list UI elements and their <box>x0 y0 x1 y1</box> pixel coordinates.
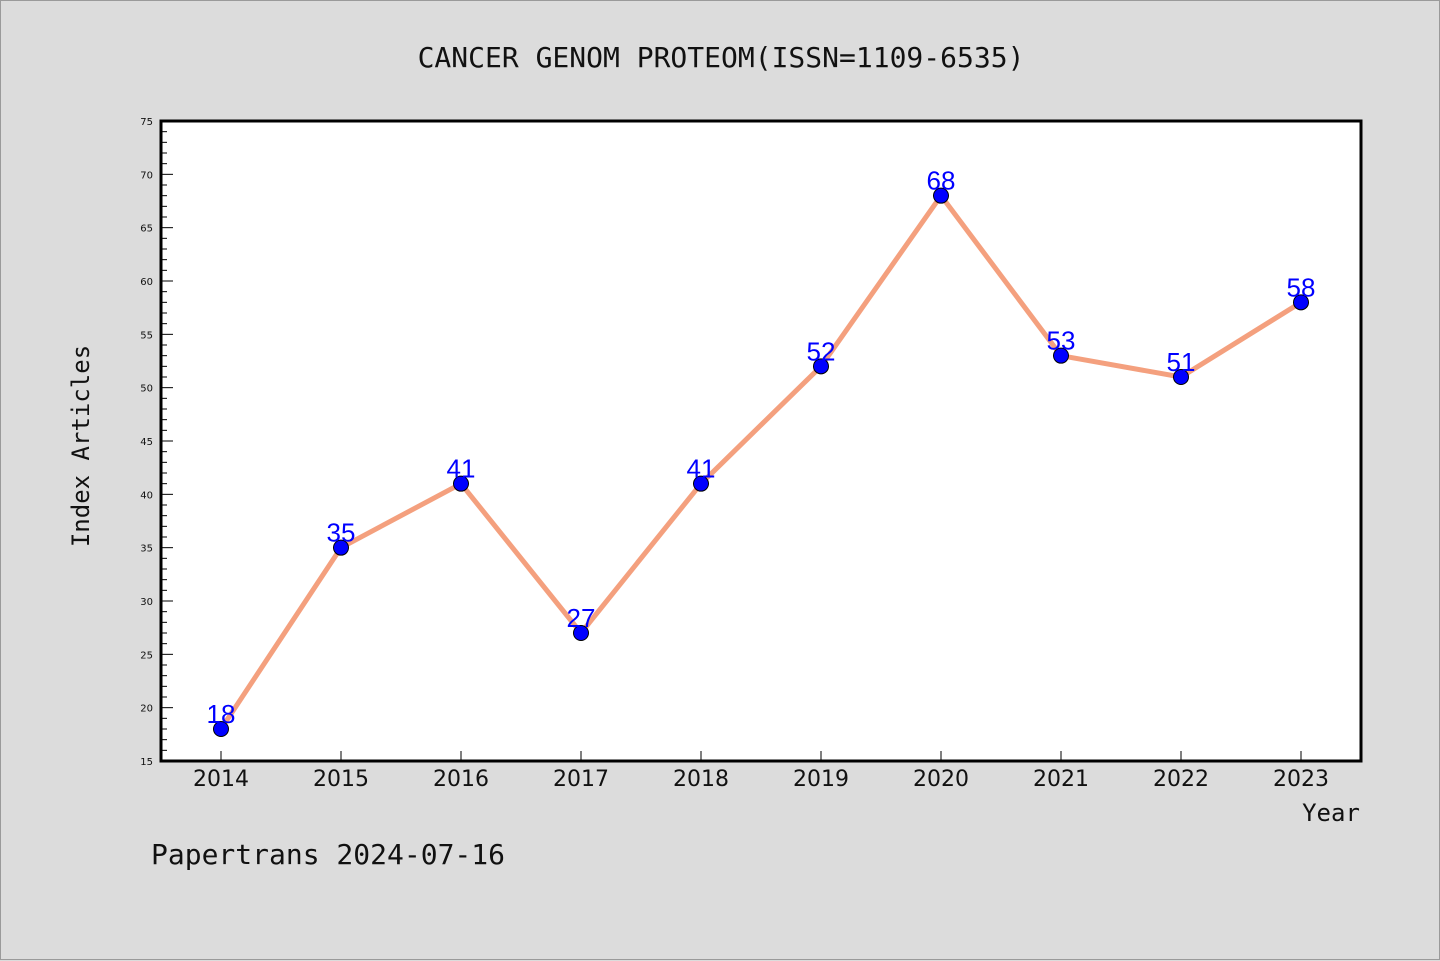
y-tick-label: 55 <box>140 330 153 341</box>
data-point <box>693 475 709 492</box>
x-axis: 2014 2015 2016 2017 2018 2019 2020 2021 2022 2023 <box>193 751 1329 792</box>
x-tick-label: 2018 <box>673 767 729 792</box>
y-tick-label: 70 <box>140 170 153 181</box>
x-tick-label: 2023 <box>1273 767 1329 792</box>
series-line <box>218 193 1303 731</box>
x-tick-label: 2015 <box>313 767 369 792</box>
footer-credit: Papertrans 2024-07-16 <box>151 838 505 871</box>
plot-area <box>159 119 1363 763</box>
data-point <box>933 187 949 204</box>
data-label: 18 <box>207 699 236 729</box>
data-point <box>1053 347 1069 364</box>
x-tick-label: 2014 <box>193 767 249 792</box>
x-axis-title: Year <box>1302 799 1360 827</box>
x-tick-label: 2017 <box>553 767 609 792</box>
y-axis: 15 20 25 30 35 40 45 50 55 60 65 70 75 <box>140 117 173 768</box>
data-label: 68 <box>927 166 956 196</box>
data-label: 41 <box>447 454 476 484</box>
y-tick-label: 75 <box>140 117 153 128</box>
data-label: 58 <box>1287 272 1316 302</box>
x-tick-label: 2016 <box>433 767 489 792</box>
y-axis-title: Index Articles <box>67 345 95 547</box>
data-label: 52 <box>807 336 836 366</box>
y-tick-label: 25 <box>140 650 153 661</box>
y-tick-label: 60 <box>140 277 153 288</box>
series-layer: 18 35 41 27 41 52 68 53 51 58 <box>207 166 1316 737</box>
x-tick-label: 2021 <box>1033 767 1089 792</box>
data-label: 35 <box>327 518 356 548</box>
chart-title: CANCER GENOM PROTEOM(ISSN=1109-6535) <box>418 41 1025 74</box>
y-tick-label: 50 <box>140 384 153 395</box>
data-point <box>1173 369 1189 385</box>
data-point <box>573 625 589 641</box>
y-tick-label: 15 <box>140 757 153 768</box>
data-label: 27 <box>567 603 596 633</box>
x-tick-label: 2022 <box>1153 767 1209 792</box>
data-label: 41 <box>687 454 716 484</box>
y-tick-label: 45 <box>140 437 153 448</box>
x-tick-label: 2019 <box>793 767 849 792</box>
y-tick-label: 35 <box>140 544 153 555</box>
y-tick-label: 20 <box>140 704 153 715</box>
data-point <box>453 475 469 492</box>
data-point <box>813 358 829 375</box>
data-point <box>333 539 349 556</box>
data-point <box>213 721 229 737</box>
x-tick-label: 2020 <box>913 767 969 792</box>
y-tick-label: 30 <box>140 597 153 608</box>
y-tick-label: 65 <box>140 224 153 235</box>
data-label: 51 <box>1167 347 1196 377</box>
data-point <box>1293 294 1309 311</box>
data-label: 53 <box>1047 326 1076 356</box>
y-tick-label: 40 <box>140 490 153 501</box>
